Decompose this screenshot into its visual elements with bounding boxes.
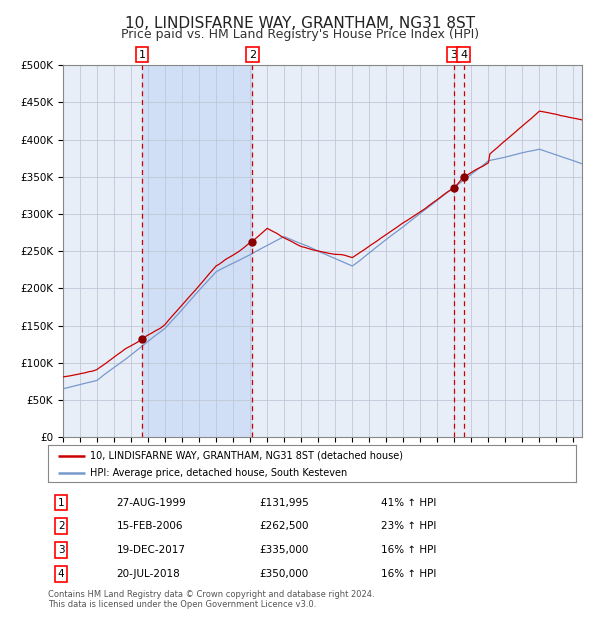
- Text: 2: 2: [248, 50, 256, 60]
- Text: 19-DEC-2017: 19-DEC-2017: [116, 545, 185, 555]
- Text: £335,000: £335,000: [259, 545, 308, 555]
- Text: £262,500: £262,500: [259, 521, 309, 531]
- Text: 4: 4: [460, 50, 467, 60]
- Text: 23% ↑ HPI: 23% ↑ HPI: [380, 521, 436, 531]
- Text: Price paid vs. HM Land Registry's House Price Index (HPI): Price paid vs. HM Land Registry's House …: [121, 28, 479, 41]
- Text: 3: 3: [58, 545, 65, 555]
- Text: 15-FEB-2006: 15-FEB-2006: [116, 521, 183, 531]
- Text: 16% ↑ HPI: 16% ↑ HPI: [380, 545, 436, 555]
- Text: Contains HM Land Registry data © Crown copyright and database right 2024.: Contains HM Land Registry data © Crown c…: [48, 590, 374, 600]
- Bar: [142, 65, 252, 437]
- Text: 1: 1: [139, 50, 146, 60]
- Text: 4: 4: [58, 569, 65, 579]
- Text: 2: 2: [58, 521, 65, 531]
- Text: 20-JUL-2018: 20-JUL-2018: [116, 569, 181, 579]
- Text: £131,995: £131,995: [259, 498, 309, 508]
- Text: 10, LINDISFARNE WAY, GRANTHAM, NG31 8ST: 10, LINDISFARNE WAY, GRANTHAM, NG31 8ST: [125, 16, 475, 30]
- Text: 3: 3: [450, 50, 457, 60]
- Text: 16% ↑ HPI: 16% ↑ HPI: [380, 569, 436, 579]
- Text: 41% ↑ HPI: 41% ↑ HPI: [380, 498, 436, 508]
- Text: 1: 1: [58, 498, 65, 508]
- Text: 10, LINDISFARNE WAY, GRANTHAM, NG31 8ST (detached house): 10, LINDISFARNE WAY, GRANTHAM, NG31 8ST …: [90, 451, 403, 461]
- Text: This data is licensed under the Open Government Licence v3.0.: This data is licensed under the Open Gov…: [48, 600, 316, 609]
- Text: HPI: Average price, detached house, South Kesteven: HPI: Average price, detached house, Sout…: [90, 468, 347, 478]
- Text: 27-AUG-1999: 27-AUG-1999: [116, 498, 187, 508]
- Text: £350,000: £350,000: [259, 569, 308, 579]
